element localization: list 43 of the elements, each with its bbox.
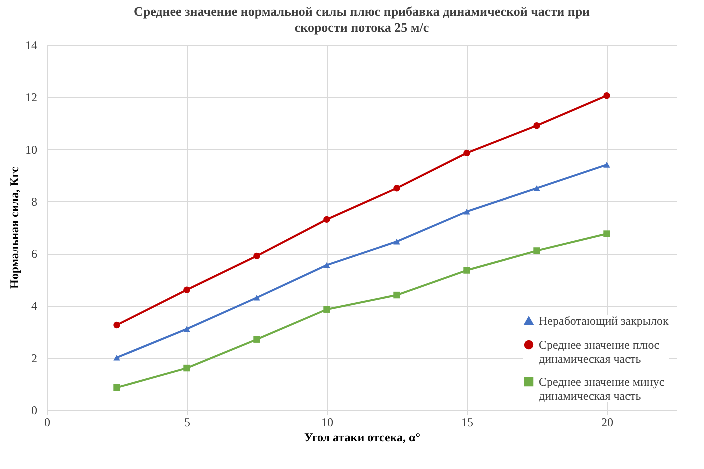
x-tick-label: 0: [44, 416, 50, 430]
point: [324, 216, 330, 224]
point: [254, 336, 260, 343]
point: [394, 238, 400, 245]
point: [464, 150, 470, 157]
point: [114, 354, 120, 361]
point: [114, 322, 120, 329]
point: [464, 208, 470, 215]
point: [254, 252, 260, 260]
y-tick-label: 2: [32, 351, 38, 366]
x-tick-label: 10: [322, 416, 334, 430]
point: [184, 326, 190, 332]
point: [534, 248, 540, 254]
x-tick-label: 20: [602, 416, 614, 430]
point: [394, 292, 400, 299]
point: [184, 286, 190, 294]
point: [604, 230, 610, 238]
legend-label: Среднее значение плюс динамическая часть: [539, 338, 660, 366]
point: [604, 162, 610, 168]
x-tick-label: 15: [462, 416, 474, 430]
y-tick-label: 8: [32, 194, 38, 209]
point: [534, 185, 540, 192]
point: [114, 384, 120, 392]
point: [324, 306, 330, 313]
x-axis-title: Угол атаки отсека, α°: [304, 430, 421, 444]
x-tick-label: 5: [184, 416, 190, 430]
y-tick-label: 10: [26, 142, 38, 157]
y-tick-label: 6: [32, 247, 38, 262]
legend-label: Среднее значение минус динамическая часть: [539, 375, 665, 403]
point: [254, 294, 260, 301]
point: [534, 122, 540, 130]
y-tick-label: 0: [32, 404, 38, 418]
point: [324, 262, 330, 268]
chart-title: Среднее значение нормальной силы плюс прибавка динамической части при скорости потока 25 м/с: [134, 4, 591, 35]
y-tick-label: 14: [26, 38, 38, 52]
point: [464, 267, 470, 274]
y-tick-label: 4: [32, 299, 38, 314]
point: [604, 92, 610, 100]
point: [394, 185, 400, 192]
legend-label: Неработающий закрылок: [539, 314, 669, 328]
y-axis-title: Нормальная сила, Кгс: [8, 166, 22, 289]
y-tick-label: 12: [26, 90, 38, 105]
point: [184, 364, 190, 372]
